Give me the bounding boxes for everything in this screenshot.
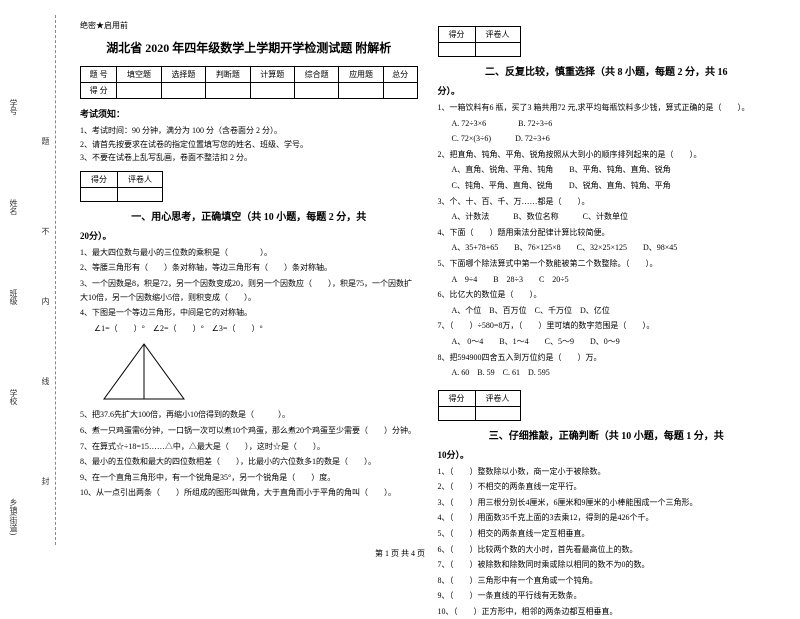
notice-3: 3、不要在试卷上乱写乱画，卷面不整洁扣 2 分。 <box>80 151 418 165</box>
th-comp: 综合题 <box>294 67 338 83</box>
sub-grader-3: 评卷人 <box>475 390 520 406</box>
sub-grader: 评卷人 <box>118 171 163 187</box>
cut-label-4: 不 <box>40 227 51 235</box>
q1-4a: ∠1=（ ）° ∠2=（ ）° ∠3=（ ）° <box>80 322 418 336</box>
q3-3: 3、（ ）用三根分别长4厘米，6厘米和9厘米的小棒能围成一个三角形。 <box>438 496 776 510</box>
cut-label-3: 内 <box>40 297 51 305</box>
th-total: 总分 <box>383 67 417 83</box>
triangle-figure <box>94 339 194 404</box>
th-calc: 计算题 <box>250 67 294 83</box>
q1-9: 9、在一个直角三角形中，有一个锐角是35°，另一个锐角是（ ）度。 <box>80 471 418 485</box>
section-2-title: 二、反复比较，慎重选择（共 8 小题，每题 2 分，共 16 <box>438 63 776 78</box>
fold-line <box>55 15 56 545</box>
q2-2: 2、把直角、钝角、平角、锐角按照从大到小的顺序排列起来的是（ ）。 <box>438 148 776 162</box>
sub-grader-2: 评卷人 <box>475 27 520 43</box>
exam-notice-head: 考试须知： <box>80 107 418 120</box>
q2-3: 3、个、十、百、千、万……都是（ ）。 <box>438 195 776 209</box>
q1-2: 2、等腰三角形有（ ）条对称轴，等边三角形有（ ）条对称轴。 <box>80 261 418 275</box>
q1-1: 1、最大四位数与最小的三位数的乘积是（ ）。 <box>80 246 418 260</box>
section-1-title-cont: 20分）。 <box>80 229 418 242</box>
q2-8a: A. 60 B. 59 C. 61 D. 595 <box>438 366 776 380</box>
sub-score-3: 得分 <box>438 390 475 406</box>
exam-title: 湖北省 2020 年四年级数学上学期开学检测试题 附解析 <box>80 39 418 56</box>
q2-4a: A、35+78+65 B、76×125×8 C、32×25×125 D、98×4… <box>438 241 776 255</box>
sub-score: 得分 <box>81 171 118 187</box>
th-choice: 选择题 <box>161 67 205 83</box>
section-3-title: 三、仔细推敲，正确判断（共 10 小题，每题 1 分，共 <box>438 427 776 442</box>
q2-8: 8、把594900四舍五入到万位约是（ ）万。 <box>438 351 776 365</box>
q1-3: 3、一个因数是8，积是72，另一个因数变成20，则另一个因数应（ ），积是75，… <box>80 277 418 304</box>
q2-2a: A、直角、锐角、平角、钝角 B、平角、钝角、直角、锐角 <box>438 163 776 177</box>
q3-2: 2、（ ）不相交的两条直线一定平行。 <box>438 480 776 494</box>
q1-10: 10、从一点引出两条（ ）所组成的图形叫做角，大于直角而小于平角的角叫（ ）。 <box>80 486 418 500</box>
q1-8: 8、最小的五位数和最大的四位数相差（ ），比最小的六位数多1的数是（ ）。 <box>80 455 418 469</box>
binding-label-name: 姓名 <box>8 199 19 215</box>
q2-1a: A. 72÷3×6 B. 72÷3÷6 <box>438 117 776 131</box>
section-3-title-cont: 10分）。 <box>438 448 776 461</box>
section-1-title: 一、用心思考，正确填空（共 10 小题，每题 2 分，共 <box>80 208 418 223</box>
cut-label-2: 线 <box>40 377 51 385</box>
q2-6: 6、比亿大的数位是（ ）。 <box>438 288 776 302</box>
notice-1: 1、考试时间：90 分钟，满分为 100 分（含卷面分 2 分）。 <box>80 124 418 138</box>
grader-table-2: 得分评卷人 <box>438 26 521 57</box>
section-2-title-cont: 分）。 <box>438 84 776 97</box>
cut-label-1: 封 <box>40 477 51 485</box>
binding-margin: 乡镇(街道) 学校 班级 姓名 学号 封 线 内 不 题 <box>0 0 60 565</box>
notice-2: 2、请首先按要求在试卷的指定位置填写您的姓名、班级、学号。 <box>80 138 418 152</box>
q3-10: 10、（ ）正方形中，相邻的两条边都互相垂直。 <box>438 605 776 619</box>
q2-1: 1、一箱饮料有6 瓶，买了3 箱共用72 元,求平均每瓶饮料多少钱，算式正确的是… <box>438 101 776 115</box>
q3-8: 8、（ ）三角形中有一个直角或一个钝角。 <box>438 574 776 588</box>
binding-label-id: 学号 <box>8 99 19 115</box>
q3-4: 4、（ ）用面数35千克上面的3去乘12，得到的是426个千。 <box>438 511 776 525</box>
sub-score-2: 得分 <box>438 27 475 43</box>
binding-label-class: 班级 <box>8 289 19 305</box>
th-app: 应用题 <box>339 67 383 83</box>
q1-7: 7、在算式☆÷18=15……△中，△最大是（ ），这时☆是（ ）。 <box>80 440 418 454</box>
page-container: 绝密★启用前 湖北省 2020 年四年级数学上学期开学检测试题 附解析 题 号 … <box>0 0 800 565</box>
q3-9: 9、（ ）一条直线的平行线有无数条。 <box>438 589 776 603</box>
q3-1: 1、（ ）整数除以小数，商一定小于被除数。 <box>438 465 776 479</box>
right-column: 得分评卷人 二、反复比较，慎重选择（共 8 小题，每题 2 分，共 16 分）。… <box>428 20 786 555</box>
q2-5a: A 9÷4 B 28÷3 C 20÷5 <box>438 273 776 287</box>
grader-table-3: 得分评卷人 <box>438 390 521 421</box>
page-footer: 第 1 页 共 4 页 <box>0 548 800 559</box>
q2-2b: C、钝角、平角、直角、锐角 D、锐角、直角、钝角、平角 <box>438 179 776 193</box>
q2-7: 7、（ ）÷580=8万，（ ）里可填的数字范围是（ ）。 <box>438 319 776 333</box>
grader-table-1: 得分评卷人 <box>80 171 163 202</box>
q3-5: 5、（ ）相交的两条直线一定互相垂直。 <box>438 527 776 541</box>
q3-7: 7、（ ）被除数和除数同时乘或除以相同的数不为0的数。 <box>438 558 776 572</box>
th-num: 题 号 <box>81 67 117 83</box>
q1-5: 5、把37.6先扩大100倍，再缩小10倍得到的数是（ ）。 <box>80 408 418 422</box>
q2-7a: A、 0～4 B、1～4 C、5～9 D、0～9 <box>438 335 776 349</box>
q2-5: 5、下面哪个除法算式中第一个数能被第二个数整除。（ ）。 <box>438 257 776 271</box>
q1-4: 4、下图是一个等边三角形，中间是它的对称轴。 <box>80 306 418 320</box>
q2-4: 4、下面（ ）题用乘法分配律计算比较简便。 <box>438 226 776 240</box>
left-column: 绝密★启用前 湖北省 2020 年四年级数学上学期开学检测试题 附解析 题 号 … <box>70 20 428 555</box>
table-row: 题 号 填空题 选择题 判断题 计算题 综合题 应用题 总分 <box>81 67 418 83</box>
secret-header: 绝密★启用前 <box>80 20 418 31</box>
th-fill: 填空题 <box>117 67 161 83</box>
th-judge: 判断题 <box>206 67 250 83</box>
q2-1b: C. 72×(3÷6) D. 72÷3+6 <box>438 132 776 146</box>
q2-6a: A、个位 B、百万位 C、千万位 D、亿位 <box>438 304 776 318</box>
cut-label-6: 题 <box>40 137 51 145</box>
score-table: 题 号 填空题 选择题 判断题 计算题 综合题 应用题 总分 得 分 <box>80 66 418 99</box>
q1-6: 6、煮一只鸡蛋需6分钟，一口锅一次可以煮10个鸡蛋，那么煮20个鸡蛋至少需要（ … <box>80 424 418 438</box>
binding-label-township: 乡镇(街道) <box>8 498 19 535</box>
row-label: 得 分 <box>81 83 117 99</box>
binding-label-school: 学校 <box>8 389 19 405</box>
table-row: 得 分 <box>81 83 418 99</box>
q2-3a: A、计数法 B、数位名称 C、计数单位 <box>438 210 776 224</box>
